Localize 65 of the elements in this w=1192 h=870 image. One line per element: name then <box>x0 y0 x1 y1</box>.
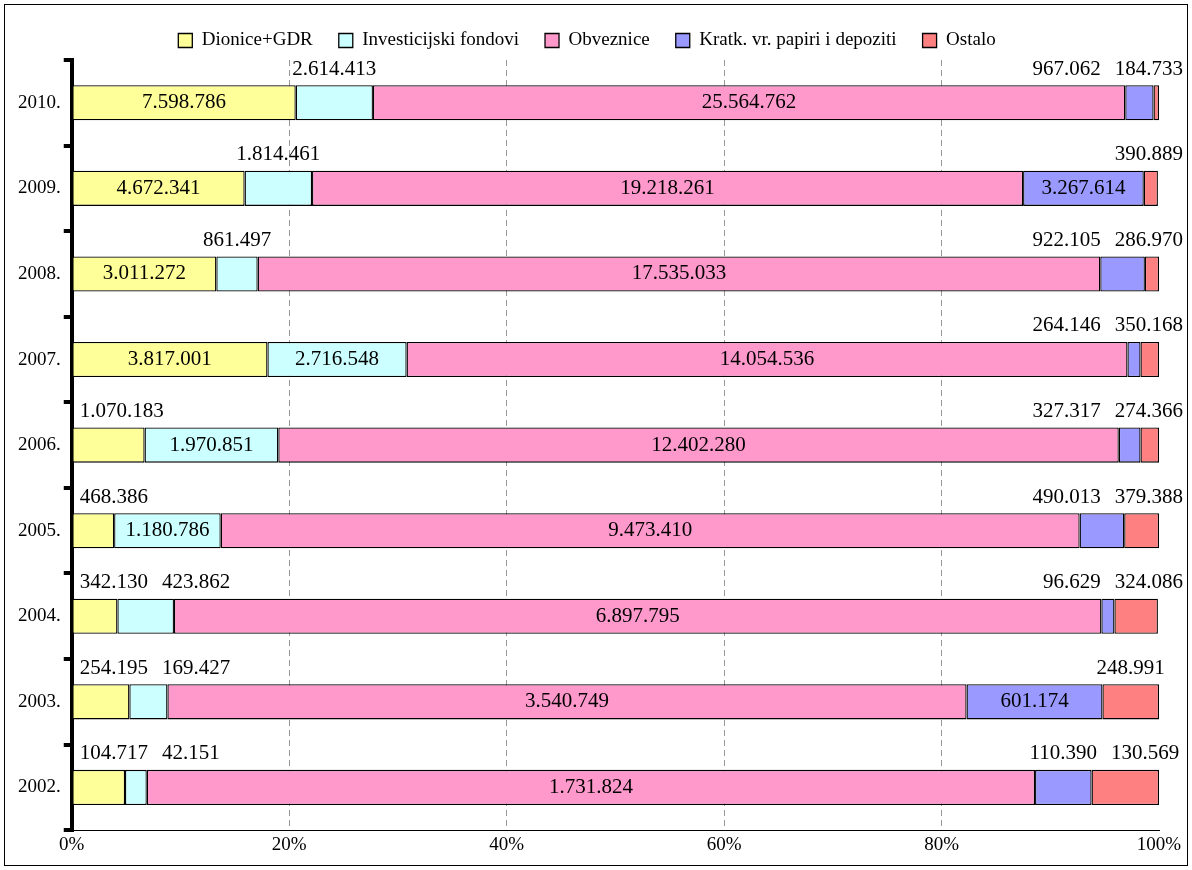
y-tick-label: 2009. <box>18 176 61 198</box>
annotation: 468.386 <box>79 483 148 508</box>
x-tick-label: 20% <box>271 832 307 854</box>
annotation: 110.390 <box>1029 740 1098 765</box>
y-tick-label: 2010. <box>18 90 61 112</box>
annotation: 286.970 <box>1114 226 1183 251</box>
annotation: 3.267.614 <box>1041 174 1126 199</box>
annotation: 1.180.786 <box>125 517 210 542</box>
annotation: 9.473.410 <box>608 517 693 542</box>
annotation: 967.062 <box>1032 55 1101 80</box>
y-tick-label: 2006. <box>18 433 61 455</box>
annotation: 861.497 <box>202 226 272 251</box>
annotation: 3.817.001 <box>127 346 212 371</box>
y-tick-label: 2004. <box>18 604 61 626</box>
annotation: 14.054.536 <box>719 346 815 371</box>
annotation: 7.598.786 <box>141 89 226 114</box>
annotation: 4.672.341 <box>116 174 201 199</box>
annotation: 254.195 <box>79 654 148 679</box>
annotation: 96.629 <box>1043 569 1101 594</box>
x-tick-label: 100% <box>1136 832 1182 854</box>
annotation: 379.388 <box>1114 483 1183 508</box>
annotation: 12.402.280 <box>651 431 746 456</box>
y-tick-label: 2002. <box>18 775 61 797</box>
legend-label: Dionice+GDR <box>201 28 314 50</box>
annotation: 490.013 <box>1032 483 1101 508</box>
y-tick-label: 2008. <box>18 261 61 283</box>
annotation: 17.535.033 <box>631 260 727 285</box>
x-tick-label: 40% <box>489 832 525 854</box>
annotation: 169.427 <box>162 654 231 679</box>
annotation: 601.174 <box>1000 688 1070 713</box>
annotation: 6.897.795 <box>595 602 680 627</box>
legend-label: Obveznice <box>568 28 650 50</box>
annotation: 274.366 <box>1114 398 1183 423</box>
annotation: 350.168 <box>1114 312 1183 337</box>
x-tick-label: 80% <box>924 832 960 854</box>
annotation: 1.070.183 <box>79 398 164 423</box>
y-tick-label: 2007. <box>18 347 61 369</box>
legend-label: Kratk. vr. papiri i depoziti <box>699 28 897 50</box>
annotation: 1.814.461 <box>236 141 321 166</box>
x-tick-label: 0% <box>59 832 85 854</box>
x-tick-label: 60% <box>706 832 742 854</box>
y-tick-label: 2005. <box>18 518 61 540</box>
annotation: 1.731.824 <box>548 773 634 798</box>
annotation: 3.540.749 <box>524 688 609 713</box>
annotation: 264.146 <box>1032 312 1101 337</box>
annotation: 3.011.272 <box>102 260 186 285</box>
annotation: 130.569 <box>1111 740 1180 765</box>
annotation: 423.862 <box>162 569 231 594</box>
legend-label: Ostalo <box>946 28 996 50</box>
annotation: 2.716.548 <box>295 346 380 371</box>
annotation: 184.733 <box>1114 55 1183 80</box>
y-tick-label: 2003. <box>18 689 61 711</box>
annotation: 922.105 <box>1032 226 1101 251</box>
annotation: 19.218.261 <box>620 174 715 199</box>
annotation: 42.151 <box>162 740 220 765</box>
annotation: 390.889 <box>1114 141 1183 166</box>
annotation: 248.991 <box>1096 654 1165 679</box>
annotation: 25.564.762 <box>701 89 797 114</box>
annotation: 327.317 <box>1032 398 1101 423</box>
annotation: 324.086 <box>1114 569 1183 594</box>
annotation: 2.614.413 <box>292 55 377 80</box>
annotation: 1.970.851 <box>169 431 254 456</box>
legend-label: Investicijski fondovi <box>362 28 520 50</box>
annotation: 104.717 <box>79 740 148 765</box>
annotation: 342.130 <box>79 569 148 594</box>
